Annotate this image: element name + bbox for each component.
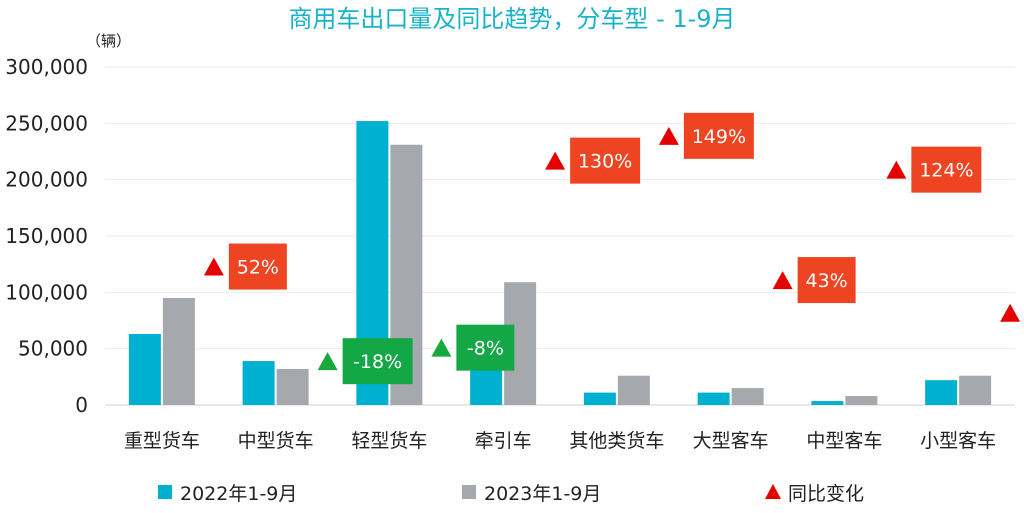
y-tick-label: 0: [75, 393, 88, 417]
x-category-label: 中型货车: [238, 430, 314, 452]
bar-2023: [276, 368, 309, 405]
yoy-badge-label: -18%: [353, 351, 402, 373]
bar-2022: [811, 401, 844, 405]
yoy-badge: [797, 257, 856, 304]
x-axis-categories: 重型货车 中型货车 轻型货车 牵引车 其他类货车 大型客车 中型客车 小型客车: [124, 430, 996, 452]
yoy-badge: [456, 324, 515, 371]
legend-label-2022: 2022年1-9月: [180, 483, 297, 505]
yoy-badge: [342, 338, 413, 385]
yoy-badge: [228, 243, 287, 290]
bar-2022: [128, 334, 161, 405]
bar-2023: [617, 375, 650, 405]
yoy-up-triangle-icon: [658, 126, 679, 145]
yoy-badge-label: 149%: [692, 126, 746, 148]
x-category-label: 其他类货车: [569, 430, 664, 452]
y-tick-label: 100,000: [5, 280, 88, 304]
y-tick-label: 200,000: [5, 168, 88, 192]
yoy-badge-label: 130%: [578, 151, 632, 173]
x-category-label: 牵引车: [475, 430, 532, 452]
yoy-badge-label: 52%: [237, 257, 279, 279]
bar-2022: [925, 380, 958, 405]
bar-2023: [959, 375, 992, 405]
x-category-label: 轻型货车: [351, 430, 427, 452]
y-axis-ticks: 0 50,000 100,000 150,000 200,000 250,000 300,0…: [5, 55, 88, 417]
legend-yoy-triangle-icon: [765, 484, 781, 499]
yoy-badge-label: 43%: [806, 270, 848, 292]
legend-label-yoy: 同比变化: [788, 483, 864, 505]
bar-2023: [162, 297, 195, 405]
yoy-down-triangle-icon: [317, 352, 338, 371]
yoy-badge: [570, 137, 641, 184]
x-category-label: 重型货车: [124, 430, 200, 452]
legend-swatch-2023: [462, 485, 476, 499]
yoy-up-triangle-icon: [545, 151, 566, 170]
x-category-label: 中型客车: [806, 430, 882, 452]
yoy-down-triangle-icon: [431, 338, 452, 357]
bar-2023: [845, 395, 878, 405]
y-tick-label: 300,000: [5, 55, 88, 79]
bar-2022: [583, 392, 616, 405]
unit-label: （辆）: [86, 32, 131, 50]
yoy-badge-label: -8%: [467, 338, 504, 360]
yoy-up-triangle-icon: [886, 160, 907, 179]
yoy-badge: [683, 112, 754, 159]
gridlines: [105, 66, 1015, 406]
bar-2023: [731, 388, 764, 405]
legend-swatch-2022: [158, 485, 172, 499]
bar-2022: [242, 361, 275, 405]
yoy-up-triangle-icon: [1000, 303, 1021, 322]
bar-2022: [697, 392, 730, 405]
y-tick-label: 50,000: [18, 337, 88, 361]
yoy-up-triangle-icon: [772, 271, 793, 290]
yoy-up-triangle-icon: [203, 257, 224, 276]
yoy-annotations: 52%-18%-8%130%149%43%124%18%: [203, 112, 1021, 385]
legend: 2022年1-9月 2023年1-9月 同比变化: [158, 483, 864, 505]
y-tick-label: 150,000: [5, 224, 88, 248]
y-tick-label: 250,000: [5, 111, 88, 135]
legend-label-2023: 2023年1-9月: [484, 483, 601, 505]
yoy-badge-label: 124%: [919, 160, 973, 182]
x-category-label: 小型客车: [920, 430, 996, 452]
yoy-badge: [911, 146, 982, 193]
chart-title: 商用车出口量及同比趋势，分车型 - 1-9月: [288, 5, 735, 33]
x-category-label: 大型客车: [693, 430, 769, 452]
